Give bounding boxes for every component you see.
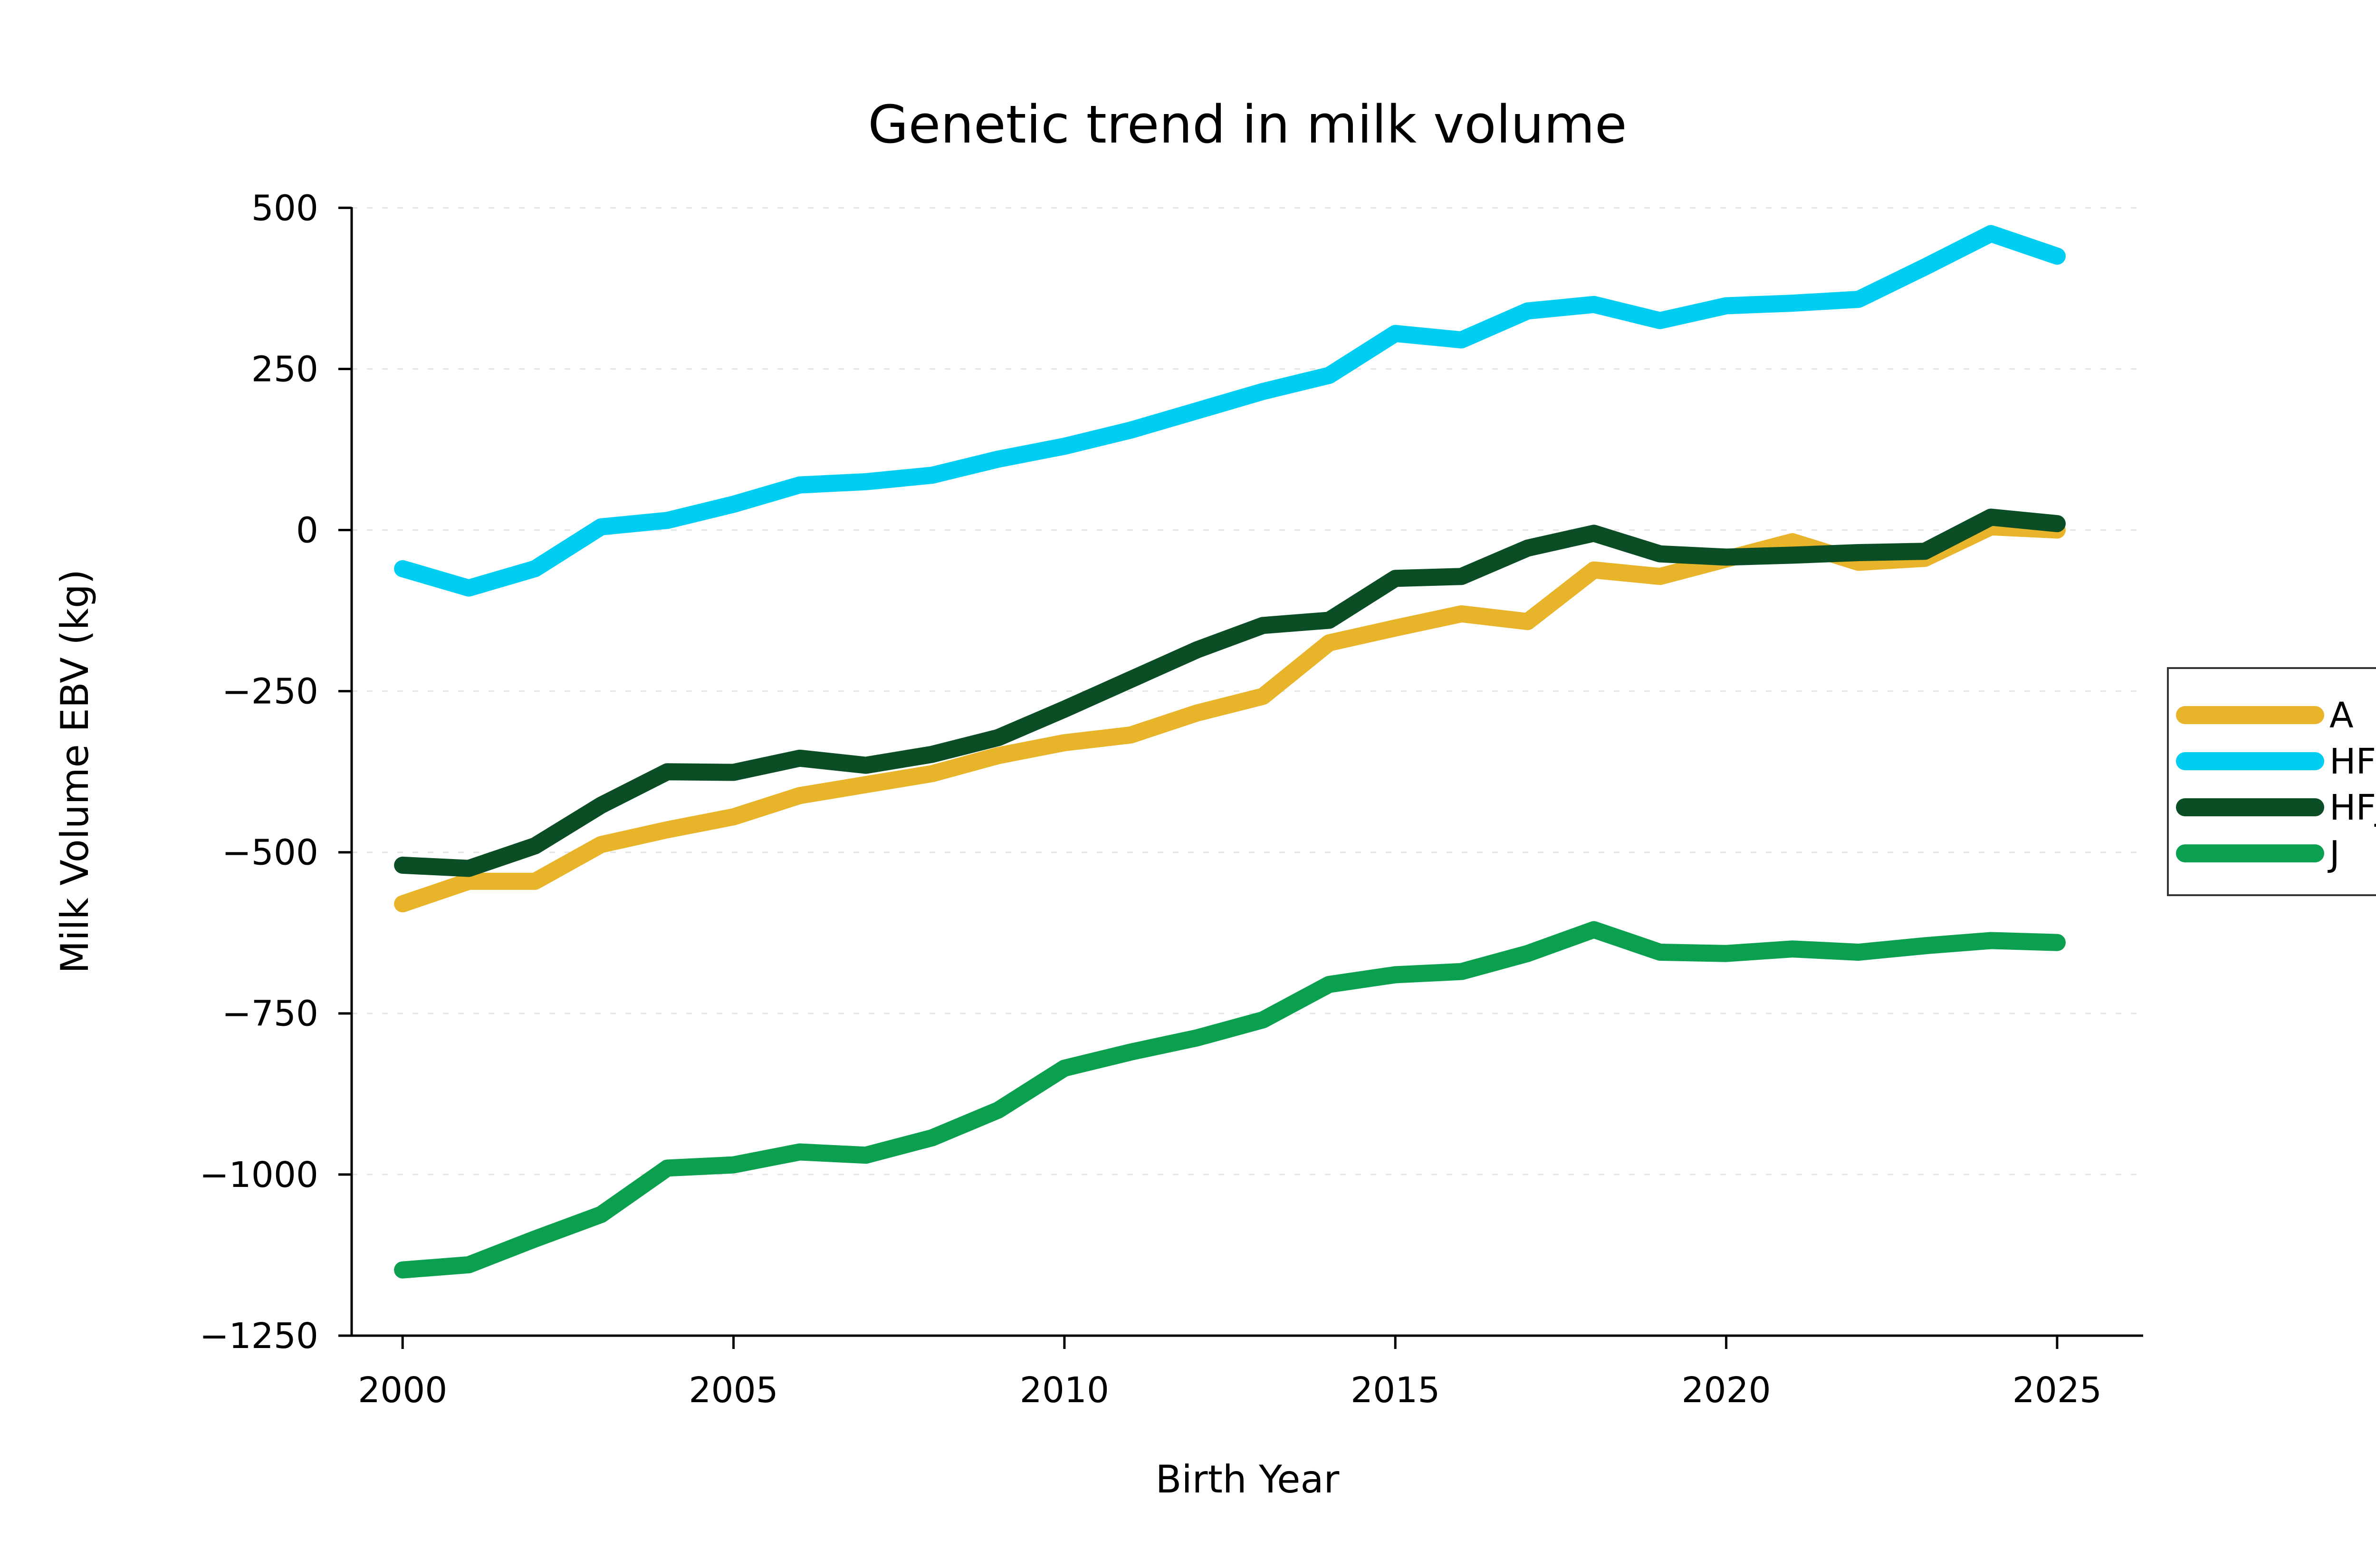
y-tick-label-250: 250 xyxy=(251,349,318,390)
legend-label-A: A xyxy=(2329,695,2354,736)
x-tick-label-2025: 2025 xyxy=(2012,1370,2102,1411)
chart-title: Genetic trend in milk volume xyxy=(868,94,1627,155)
series-lines xyxy=(394,225,2066,1279)
tick-labels: 500 250 0 −250 −500 −750 −1000 −1250 2000 2005 201… xyxy=(200,188,2102,1411)
tick-marks xyxy=(338,206,2059,1349)
series-line-A xyxy=(394,518,2066,913)
x-tick-label-2000: 2000 xyxy=(358,1370,447,1411)
series-line-HF xyxy=(394,225,2066,597)
y-tick-label-500: 500 xyxy=(251,188,318,229)
legend-label-HFJ: HFJ xyxy=(2329,787,2376,828)
series-line-HFJ xyxy=(394,508,2066,877)
y-tick-label--500: −500 xyxy=(222,832,318,873)
x-tick-label-2005: 2005 xyxy=(689,1370,778,1411)
series-line-J xyxy=(394,921,2066,1279)
legend-label-HF: HF xyxy=(2329,741,2376,782)
y-tick-label--750: −750 xyxy=(222,994,318,1034)
gridlines xyxy=(352,207,2143,1337)
y-tick-label-0: 0 xyxy=(296,510,318,551)
y-tick-label--250: −250 xyxy=(222,671,318,712)
y-tick-label--1000: −1000 xyxy=(200,1155,318,1195)
axes-spines xyxy=(350,207,2143,1337)
x-tick-label-2010: 2010 xyxy=(1020,1370,1109,1411)
legend-label-J: J xyxy=(2328,833,2340,874)
x-tick-label-2020: 2020 xyxy=(1681,1370,1771,1411)
y-axis-label: Milk Volume EBV (kg) xyxy=(53,569,97,974)
x-axis-label: Birth Year xyxy=(1156,1457,1340,1501)
legend: A HF HFJ J xyxy=(2167,667,2376,896)
y-tick-label--1250: −1250 xyxy=(200,1316,318,1357)
x-tick-label-2015: 2015 xyxy=(1351,1370,1440,1411)
